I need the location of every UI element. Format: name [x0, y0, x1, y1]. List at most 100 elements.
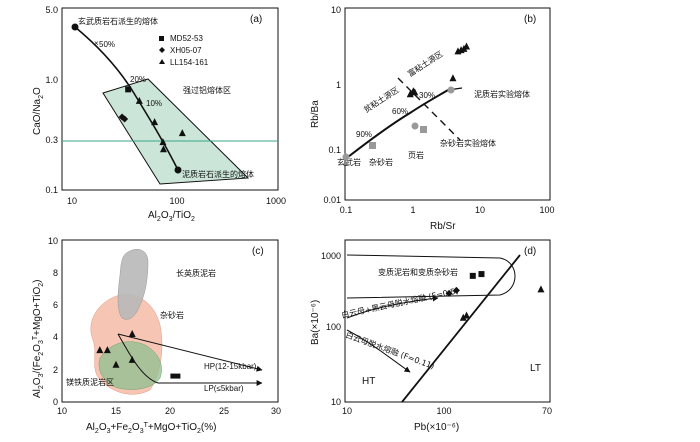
- panel-b-basalt-endmember: [342, 153, 350, 161]
- legend-triangle-icon: [159, 59, 165, 64]
- panel-a-ytick-2: 1.0: [45, 75, 58, 85]
- panel-d-point-4: [469, 272, 476, 279]
- panel-c-points: [96, 329, 181, 379]
- panel-a-xtick-2: 1000: [266, 196, 286, 206]
- panel-b-points: [406, 42, 471, 98]
- legend-md52: MD52-53: [170, 34, 203, 43]
- panel-c-felsic-field: [117, 249, 149, 320]
- panel-c-xtick-3: 25: [219, 406, 229, 416]
- panel-b-greywacke-exp-label: 杂砂岩实验熔体: [440, 138, 496, 148]
- panel-b-label: (b): [524, 14, 536, 25]
- panel-b-pelite-exp-endmember: [447, 86, 455, 94]
- panel-c-lp-label: LP(≤5kbar): [204, 384, 244, 393]
- panel-d-yticks: 10 100 1000: [321, 251, 341, 407]
- legend-ll154: LL154-161: [170, 58, 209, 67]
- panel-d-point-1: [452, 286, 460, 294]
- legend-square-icon: [159, 36, 164, 41]
- panel-a-point-ll154-161-4: [178, 129, 186, 137]
- panel-c-ytick-4: 8: [53, 268, 58, 278]
- panel-a-point-ll154-161-2: [159, 138, 167, 146]
- panel-a-xlabel: Al2O3/TiO2: [148, 210, 195, 223]
- panel-b-ytick-1: 0.1: [328, 145, 341, 155]
- panel-d-frame: [344, 239, 551, 403]
- panel-b-greywacke-exp-endmember: [420, 126, 427, 133]
- panel-c-ylabel: Al2O3/(Fe2O3T+MgO+TiO2): [32, 280, 45, 399]
- panel-c-lp-path: [117, 333, 263, 386]
- panel-d-ytick-1: 100: [326, 322, 341, 332]
- panel-a-basalt-label: 玄武质岩石派生的熔体: [78, 16, 158, 26]
- panel-a-pelite-endmember: [174, 166, 182, 174]
- panel-a-peraluminous-field: [102, 78, 250, 185]
- panel-b-greywacke-label: 杂砂岩: [369, 157, 393, 167]
- panel-c-ytick-2: 4: [53, 332, 58, 342]
- panel-a-ytick-1: 0.3: [45, 135, 58, 145]
- panel-c: (c) 0 2 4 6 8 10 10 15 20 25 30 Al2O3+Fe…: [32, 236, 281, 435]
- panel-a-legend: MD52-53 XH05-07 LL154-161: [159, 34, 209, 67]
- panel-c-mafic-label: 镁铁质泥岩区: [66, 377, 114, 387]
- panel-a-ytick-3: 5.0: [45, 5, 58, 15]
- panel-b-xtick-3: 100: [539, 205, 554, 215]
- panel-c-xtick-1: 15: [111, 406, 121, 416]
- panel-a-point-xh05-07-1: [121, 115, 129, 123]
- panel-c-greywacke-label: 杂砂岩: [160, 310, 184, 320]
- panel-b-frame: [344, 7, 551, 201]
- panel-d-xtick-2: 70: [542, 406, 552, 416]
- panel-c-hp-path: [117, 333, 263, 372]
- panel-d-xtick-1: 100: [436, 406, 451, 416]
- panel-c-ytick-3: 6: [53, 300, 58, 310]
- panel-a-frame: [61, 7, 279, 191]
- panel-c-point-1: [103, 346, 111, 354]
- panel-b-xtick-2: 10: [475, 205, 485, 215]
- panel-c-xlabel: Al2O3+Fe2O3T+MgO+TiO2(%): [86, 422, 216, 435]
- panel-b-xticks: 0.1 1 10 100: [340, 205, 555, 215]
- panel-a-peraluminous-label: 强过铝熔体区: [183, 85, 231, 95]
- panel-b-mix-ticks: 90% 60% 30%: [356, 91, 435, 139]
- panel-b-point-7: [463, 42, 471, 50]
- panel-d-muscovite-melt-path: [346, 329, 411, 373]
- panel-d-xtick-0: 10: [342, 406, 352, 416]
- panel-b-shale-label: 页岩: [408, 150, 424, 160]
- panel-d-point-0: [445, 289, 453, 297]
- panel-c-xtick-2: 20: [165, 406, 175, 416]
- panel-b-mix-60: 60%: [392, 107, 408, 116]
- panel-a-xticks: 10 100 1000: [67, 196, 286, 206]
- panel-b-xtick-1: 1: [410, 205, 415, 215]
- panel-a-points: [118, 86, 186, 153]
- panel-c-point-5: [112, 360, 120, 368]
- panel-d-lo-sm-label: 白云母脱水熔融 (F=0.11): [344, 329, 436, 371]
- panel-d-ht-lt-boundary: [401, 254, 521, 403]
- panel-b-clay-rich-label: 富粘土源区: [406, 49, 445, 79]
- panel-c-yticks: 0 2 4 6 8 10: [48, 236, 58, 407]
- panel-c-mafic-field: [98, 341, 162, 390]
- panel-a-mix-20: 20%: [130, 75, 146, 84]
- panel-b-mix-90: 90%: [356, 130, 372, 139]
- panel-d-points: [445, 271, 545, 321]
- panel-d-point-3: [463, 311, 471, 319]
- panel-d-ytick-2: 1000: [321, 251, 341, 261]
- panel-b-basalt-label: 玄武岩: [337, 157, 361, 167]
- panel-a-mix-50: 50%: [99, 40, 115, 49]
- panel-a-xtick-0: 10: [67, 196, 77, 206]
- panel-a-mix-ticks: 50% 20% 10% ×: [94, 39, 162, 108]
- panel-a-ytick-0: 0.1: [45, 185, 58, 195]
- panel-c-xtick-0: 10: [57, 406, 67, 416]
- panel-b-mix-30: 30%: [419, 91, 435, 100]
- panel-c-ytick-0: 0: [53, 397, 58, 407]
- panel-a-mix-marker-50: ×: [94, 39, 99, 48]
- panel-d-biotite-melt-path: [346, 295, 439, 319]
- panel-b-ytick-0: 0.01: [323, 195, 341, 205]
- panel-b-point-2: [411, 88, 419, 96]
- panel-d-point-5: [478, 271, 485, 278]
- panel-c-ytick-1: 2: [53, 365, 58, 375]
- panel-d-hi-sm-label: 白云母+黑云母脱水熔融 (F=0.5): [340, 285, 459, 320]
- panel-d-metasediment-region: [346, 254, 516, 299]
- panel-c-felsic-label: 长英质泥岩: [176, 268, 216, 278]
- panel-b-ylabel: Rb/Ba: [310, 100, 321, 128]
- panel-a-point-ll154-161-0: [135, 96, 143, 104]
- panel-d: (d) 10 100 1000 10 100 70 Pb(×10⁻⁶) Ba(×…: [310, 239, 552, 433]
- panel-b-divider-dashed: [397, 77, 461, 141]
- panel-b-xlabel: Rb/Sr: [430, 221, 456, 232]
- panel-c-point-3: [170, 373, 181, 379]
- panel-a-xtick-1: 100: [169, 196, 184, 206]
